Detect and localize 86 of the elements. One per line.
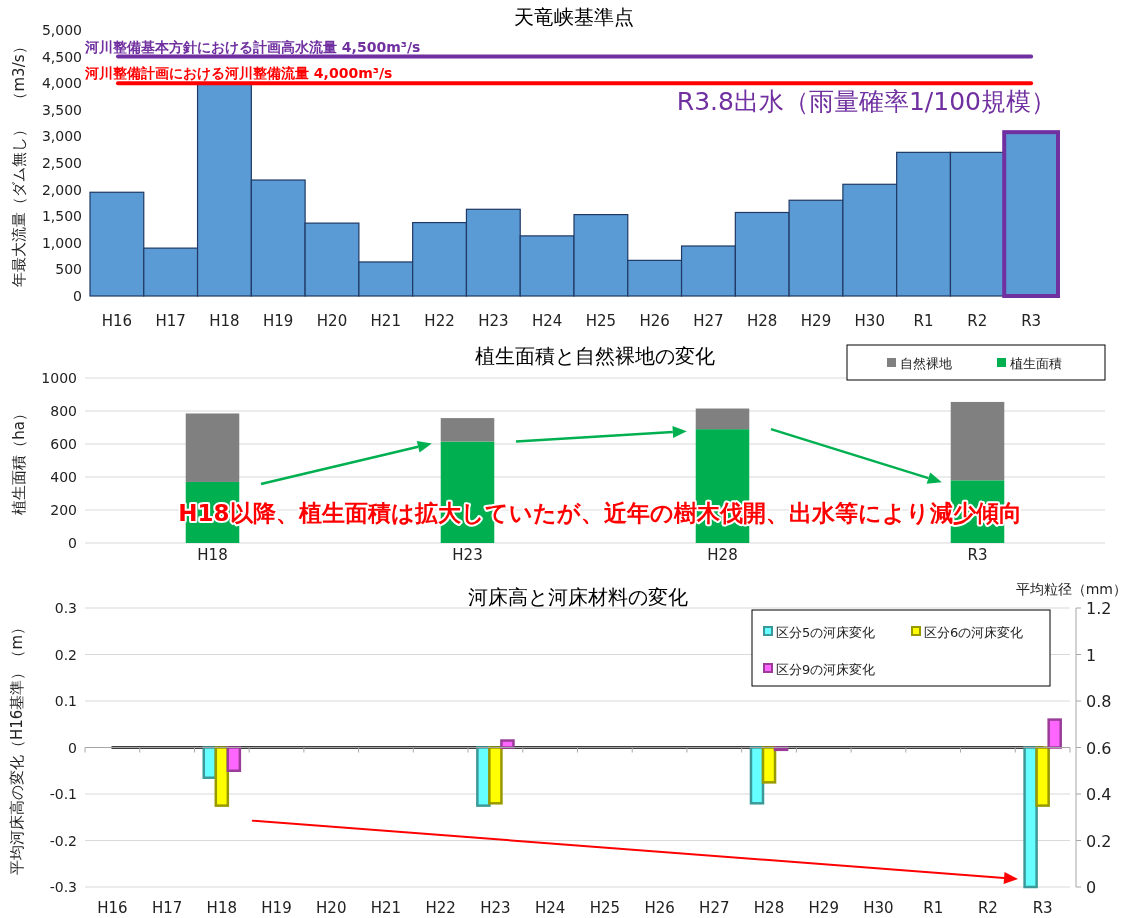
chart-title: 河床高と河床材料の変化 xyxy=(467,585,688,609)
x-tick-label: R2 xyxy=(967,312,988,330)
x-tick-label: R2 xyxy=(977,899,998,917)
x-tick-label: H23 xyxy=(480,899,511,917)
x-tick-label: H17 xyxy=(155,312,186,330)
x-tick-label: H28 xyxy=(747,312,778,330)
y-tick-label: 0 xyxy=(68,535,77,551)
x-tick-label: H16 xyxy=(97,899,128,917)
x-tick-label: H25 xyxy=(585,312,617,330)
x-tick-label: H21 xyxy=(370,899,402,917)
y-tick-label: 400 xyxy=(50,469,77,485)
x-tick-label: H30 xyxy=(854,312,885,330)
x-tick-label: H18 xyxy=(197,546,228,564)
y-tick-label: 2,500 xyxy=(41,155,82,171)
x-tick-label: R3 xyxy=(1021,312,1042,330)
y-tick-label: -0.1 xyxy=(49,786,77,802)
y-tick-label: 1000 xyxy=(41,370,77,386)
x-tick-label: H20 xyxy=(316,312,348,330)
y2-tick-label: 0 xyxy=(1086,878,1097,897)
x-tick-label: H17 xyxy=(151,899,183,917)
x-tick-label: H19 xyxy=(261,899,292,917)
annotation: R3.8出水（雨量確率1/100規模） xyxy=(676,87,1056,117)
x-tick-label: H29 xyxy=(800,312,832,330)
y-tick-label: 0.1 xyxy=(54,693,77,709)
y-tick-label: 500 xyxy=(55,261,82,278)
legend-label: 区分9の河床変化 xyxy=(776,662,876,677)
x-tick-label: H26 xyxy=(644,899,675,917)
y-tick-label: 2,000 xyxy=(41,181,82,198)
x-tick-label: R1 xyxy=(923,899,944,917)
x-tick-label: H28 xyxy=(753,899,785,917)
legend-label: 植生面積 xyxy=(1010,356,1062,371)
legend-label: 区分5の河床変化 xyxy=(776,625,876,640)
y2-tick-label: 1 xyxy=(1086,645,1097,665)
x-tick-label: H27 xyxy=(699,899,730,917)
x-tick-label: H28 xyxy=(707,546,738,564)
x-tick-label: H30 xyxy=(863,899,894,917)
x-tick-label: H18 xyxy=(209,312,240,330)
y2-tick-label: 0.6 xyxy=(1086,738,1112,758)
y2-axis-title: 平均粒径（mm） xyxy=(1015,581,1127,597)
y-tick-label: 200 xyxy=(50,502,77,518)
x-tick-label: H23 xyxy=(478,312,509,330)
x-tick-label: R1 xyxy=(913,312,934,330)
chart-title: 天竜峡基準点 xyxy=(514,5,634,29)
x-tick-label: H22 xyxy=(425,899,456,917)
y-tick-label: 0.3 xyxy=(54,600,77,616)
x-tick-label: H26 xyxy=(639,312,670,330)
y-tick-label: 0 xyxy=(68,739,77,756)
legend-label: 自然裸地 xyxy=(900,356,952,371)
x-tick-label: H23 xyxy=(452,546,483,564)
chart-title: 植生面積と自然裸地の変化 xyxy=(475,344,715,368)
y-tick-label: 3,000 xyxy=(41,128,82,145)
y-tick-label: 0.2 xyxy=(54,646,77,663)
y-tick-label: 4,000 xyxy=(41,75,82,92)
x-tick-label: H24 xyxy=(531,312,563,330)
ref-line-label: 河川整備基本方針における計画高水流量 4,500m³/s xyxy=(84,38,421,55)
y2-tick-label: 1.2 xyxy=(1086,599,1112,618)
y-tick-label: 1,000 xyxy=(41,234,82,251)
y-axis-title: 年最大流量（ダム無し） （m3/s） xyxy=(10,39,28,287)
x-tick-label: R3 xyxy=(967,546,988,564)
x-tick-label: H29 xyxy=(808,899,839,917)
y2-tick-label: 0.2 xyxy=(1086,831,1112,851)
x-tick-label: H18 xyxy=(206,899,237,917)
legend-label: 区分6の河床変化 xyxy=(924,625,1024,640)
x-tick-label: H21 xyxy=(370,312,401,330)
y-tick-label: -0.2 xyxy=(49,832,77,849)
y-tick-label: 1,500 xyxy=(41,208,82,225)
y-tick-label: 4,500 xyxy=(41,48,82,65)
y-tick-label: 3,500 xyxy=(41,101,82,118)
y-tick-label: 0 xyxy=(73,288,82,304)
x-tick-label: H16 xyxy=(101,312,133,330)
x-tick-label: H25 xyxy=(589,899,621,917)
x-tick-label: H27 xyxy=(693,312,724,330)
y2-tick-label: 0.8 xyxy=(1086,692,1112,711)
ref-line-label: 河川整備計画における河川整備流量 4,000m³/s xyxy=(84,65,393,82)
y-tick-label: -0.3 xyxy=(49,879,77,895)
x-tick-label: R3 xyxy=(1032,899,1053,917)
y-tick-label: 800 xyxy=(50,403,77,419)
x-tick-label: H19 xyxy=(263,312,294,330)
y-tick-label: 600 xyxy=(50,436,77,452)
y2-tick-label: 0.4 xyxy=(1086,785,1112,804)
x-tick-label: H24 xyxy=(534,899,566,917)
y-tick-label: 5,000 xyxy=(41,22,82,38)
y-axis-title: 平均河床高の変化（H16基準）（m） xyxy=(8,620,26,875)
x-tick-label: H20 xyxy=(316,899,347,917)
y-axis-title: 植生面積（ha） xyxy=(10,406,28,515)
x-tick-label: H22 xyxy=(424,312,455,330)
